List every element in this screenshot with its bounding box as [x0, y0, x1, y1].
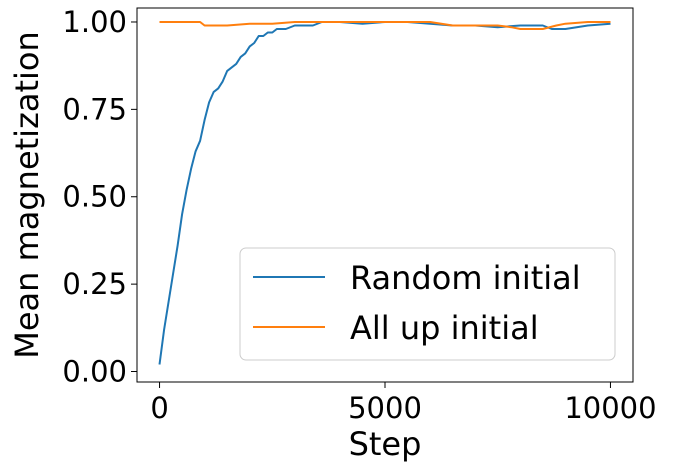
series-line-all-up-initial — [159, 21, 611, 30]
x-tick-label: 10000 — [564, 391, 656, 425]
y-tick-label: 0.75 — [62, 92, 127, 126]
x-axis-ticks: 0 5000 10000 — [150, 382, 657, 425]
x-tick-label: 0 — [150, 391, 168, 425]
y-tick-label: 0.25 — [62, 267, 127, 301]
plot-lines — [158, 21, 611, 365]
legend-box — [239, 247, 616, 361]
x-tick-label: 5000 — [348, 391, 422, 425]
legend-label-all-up-initial: All up initial — [350, 309, 539, 347]
y-tick-label: 1.00 — [62, 5, 127, 39]
y-tick-label: 0.50 — [62, 180, 127, 214]
y-tick-label: 0.00 — [62, 355, 127, 389]
x-axis-label: Step — [349, 425, 422, 463]
legend: Random initial All up initial — [239, 247, 616, 361]
legend-label-random-initial: Random initial — [350, 259, 581, 297]
y-axis-label: Mean magnetization — [8, 31, 46, 359]
y-axis-ticks: 0.00 0.25 0.50 0.75 1.00 — [62, 5, 137, 389]
